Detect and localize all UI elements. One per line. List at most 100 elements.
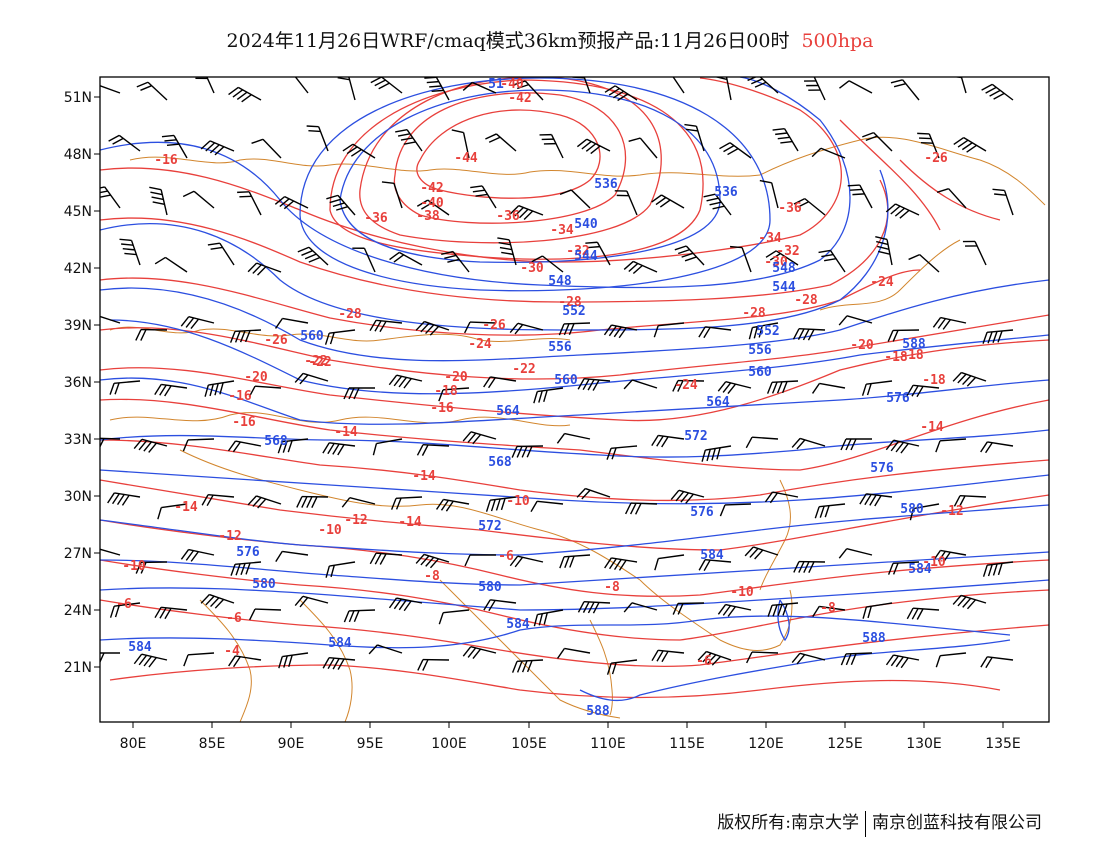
lon-tick-label: 110E [590,736,626,752]
wind-barb [717,381,752,395]
wind-barb [765,250,799,266]
temperature-contour-label: -6 [226,611,242,626]
height-contour-label: 572 [684,429,707,444]
height-contour-label: 568 [264,434,288,449]
wind-barb [497,237,517,266]
temperature-contour-label: -8 [604,580,620,595]
wind-barb [274,195,309,210]
wind-barb [577,378,611,391]
wind-barb [438,609,470,625]
temperature-contour-label: -20 [850,338,874,353]
wind-barb [623,602,658,613]
height-contour-label: 576 [690,505,714,520]
wind-barb [415,320,450,336]
wind-barb [875,235,893,266]
wind-barb [811,382,846,394]
lon-tick-label: 115E [669,736,705,752]
wind-barb [201,494,235,507]
wind-barb [791,652,826,665]
temperature-contour-label: -28 [338,307,362,322]
wind-barb [462,81,497,94]
temperature-contour-label: -44 [454,151,478,166]
wind-barb [229,329,262,343]
height-contour-label: 544 [574,249,598,264]
height-contour-label: 564 [496,404,520,419]
wind-barb [885,203,920,219]
wind-barb [952,594,987,610]
longitude-labels: 80E 85E 90E 95E 100E 105E 110E 115E 120E 125E 130E… [120,736,1021,752]
temperature-contour-label: -42 [420,181,443,196]
wind-barb [326,194,356,216]
height-contour-label: 584 [328,636,352,651]
wind-barb [247,262,282,276]
wind-barb [980,441,1014,454]
wind-barb [277,438,309,454]
temperature-contour-label: -38 [416,209,440,224]
wind-barb [161,134,188,159]
wind-barb [388,374,423,389]
axis-ticks [94,96,1004,728]
temperature-contour-label: -6 [696,654,712,669]
footer-left: 版权所有:南京大学 [717,813,859,833]
wind-barb [485,133,517,152]
temperature-contour-label: -36 [778,201,802,216]
wind-barb [249,608,282,621]
temperature-contour-label: -26 [264,333,288,348]
wind-barb [416,443,450,456]
lat-tick-label: 36N [64,375,92,391]
wind-barb [100,437,121,450]
wind-barb [509,322,544,335]
wind-barb [818,249,846,273]
wind-barb [135,328,168,341]
wind-barb [906,384,940,398]
wind-barb [982,561,1014,577]
lon-tick-label: 105E [511,736,547,752]
temperature-contour-label: -8 [820,601,836,616]
temperature-contour-label: -6 [498,549,514,564]
wind-barb [793,560,826,574]
temperature-contour-label: -32 [776,244,799,259]
wind-barb [953,494,987,507]
wind-barb [389,251,423,266]
height-contour-label: 556 [548,340,572,355]
wind-barb [390,496,423,510]
height-contour-label: 544 [772,280,796,295]
wind-barb [764,491,799,504]
temperature-contour-label: -18 [900,348,924,363]
height-contour-label: 588 [862,631,886,646]
temperature-contour-label: -16 [232,415,256,430]
wind-barb [322,442,356,456]
wind-barb [936,188,967,209]
wind-barb [558,322,591,336]
wind-barb [291,77,309,94]
wind-barb [531,255,564,273]
height-contour-label: 584 [128,640,152,655]
wind-barb [108,134,141,152]
temperature-contour-label: -16 [228,389,252,404]
wind-barb [149,186,168,216]
wind-barb [859,493,893,507]
wind-barb [981,83,1014,101]
wind-barb [438,387,470,402]
wind-barb [992,188,1014,216]
temperature-contour-label: -40 [420,196,444,211]
temperature-contour-label: -6 [116,597,132,612]
wind-barb [672,602,705,615]
temperature-contour-label: -22 [308,355,331,370]
temperature-contour-label: -36 [496,209,520,224]
wind-barb [248,385,282,398]
lat-tick-label: 24N [64,603,92,619]
lat-tick-label: 33N [64,432,92,448]
wind-barb [278,652,309,669]
wind-barb [701,445,732,462]
wind-barb [885,439,920,454]
wind-barb [483,376,517,389]
wind-barb [576,138,611,155]
height-contour-label: 556 [748,343,772,358]
temperature-contour-label: -14 [174,500,198,515]
wind-barb [133,438,168,453]
temperature-contour-label: -16 [154,153,178,168]
wind-barb [462,431,497,445]
wind-barb [717,603,752,617]
